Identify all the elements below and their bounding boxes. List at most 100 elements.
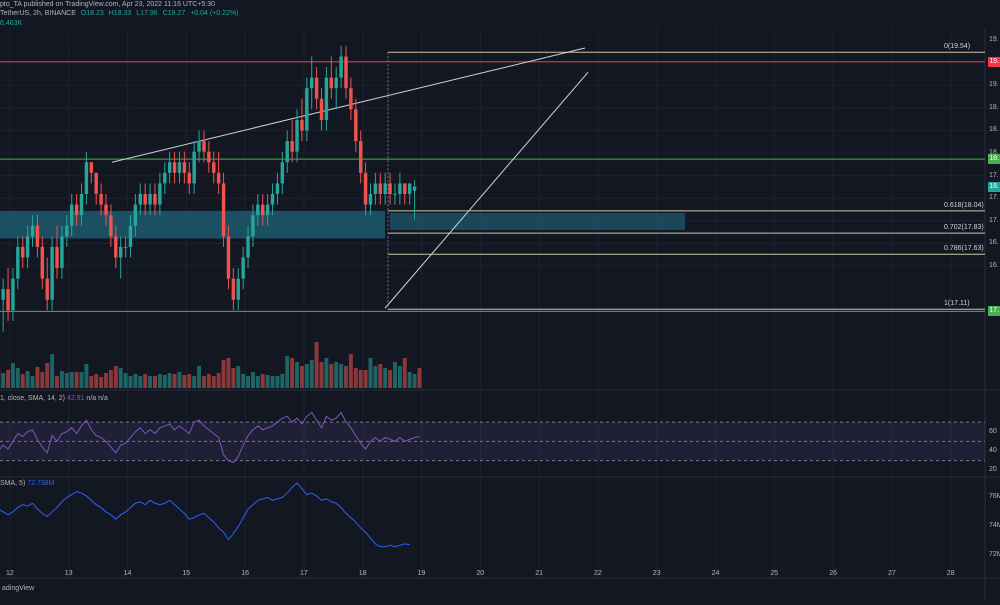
volume-bar [75,372,79,388]
volume-bar [148,376,152,388]
candle-body [16,247,19,279]
volume-bar [35,367,39,388]
volume-bar [11,363,15,388]
candle-body [139,194,142,205]
rsi-axis-label: 60 [989,428,997,435]
volume-bar [226,358,230,388]
volume-bar [413,374,417,388]
symbol-info: TetherUS, 2h, BINANCE [0,10,76,17]
candle-body [217,173,220,184]
volume-bar [300,366,304,388]
candle-body [359,141,362,173]
volume-bar [45,363,49,388]
candle-body [99,194,102,205]
candle-body [256,205,259,216]
volume-bar [89,376,93,388]
price-axis-label: 17. [989,172,999,179]
candle-body [134,205,137,226]
candle-body [197,141,200,152]
volume-bar [359,370,363,388]
candle-body [408,183,411,194]
second-axis-label: 76M [989,493,1000,500]
x-axis-label: 26 [829,570,837,577]
candle-body [65,226,68,237]
candle-body [383,183,386,194]
volume-bar [153,376,157,388]
candle-body [325,78,328,120]
candle-body [232,279,235,300]
volume-bar [310,360,314,388]
volume-bar [344,366,348,388]
volume-bar [261,374,265,388]
candle-body [85,162,88,194]
candle-body [276,183,279,194]
candle-body [300,120,303,131]
rsi-ma2-value: n/a [98,395,108,402]
candle-body [286,141,289,162]
candle-body [183,162,186,173]
candle-body [305,88,308,130]
candle-body [339,56,342,77]
candle-body [104,205,107,216]
price-axis-label: 16. [989,262,999,269]
volume-bar [251,372,255,388]
volume-bar [129,376,133,388]
candle-body [281,162,284,183]
volume-bar [280,374,284,388]
candle-body [36,226,39,247]
candle-body [393,194,396,195]
volume-bar [94,374,98,388]
candle-body [60,236,63,268]
candle-body [251,215,254,236]
candle-body [163,173,166,184]
candle-body [413,187,416,191]
candle-body [202,141,205,152]
volume-bar [212,376,216,388]
rsi-legend: 1, close, SMA, 14, 2) 42.91 n/a n/a [0,395,108,402]
demand-zone [0,211,385,239]
volume-bar [383,368,387,388]
x-axis-label: 20 [476,570,484,577]
candle-body [315,78,318,99]
ohlc-low: L17.96 [136,10,157,17]
volume-bar [138,376,142,388]
volume-bar [163,375,167,388]
candle-body [11,279,14,311]
candle-body [114,236,117,257]
volume-bar [31,376,35,388]
volume-bar [60,371,64,388]
price-axis-label: 19. [989,36,999,43]
second-label: SMA, 5) [0,480,25,487]
second-axis-label: 74M [989,522,1000,529]
volume-bar [393,362,397,388]
fib-level-label: 0.786(17.63) [944,245,984,252]
candle-body [148,194,151,205]
price-tag: 18. [988,182,1000,192]
volume-bar [50,354,54,388]
ohlc-open: O18.23 [81,10,104,17]
volume-bar [182,375,186,388]
candle-body [21,247,24,258]
volume-bar [16,368,20,388]
candle-body [1,289,4,300]
volume-bar [99,377,103,388]
fib-level-label: 0(19.54) [944,43,970,50]
volume-bar [354,368,358,388]
volume-bar [369,358,373,388]
x-axis-label: 12 [6,570,14,577]
volume-bar [256,376,260,388]
second-value: 72.738M [27,480,54,487]
x-axis-label: 15 [182,570,190,577]
x-axis-label: 18 [359,570,367,577]
volume-bar [334,362,338,388]
x-axis-label: 24 [712,570,720,577]
volume-bar [197,366,201,388]
volume-bar [6,370,10,388]
price-axis-label: 16. [989,239,999,246]
candle-body [241,257,244,278]
candle-body [246,236,249,257]
second-indicator-line [0,483,410,547]
rsi-label: 1, close, SMA, 14, 2) [0,395,65,402]
